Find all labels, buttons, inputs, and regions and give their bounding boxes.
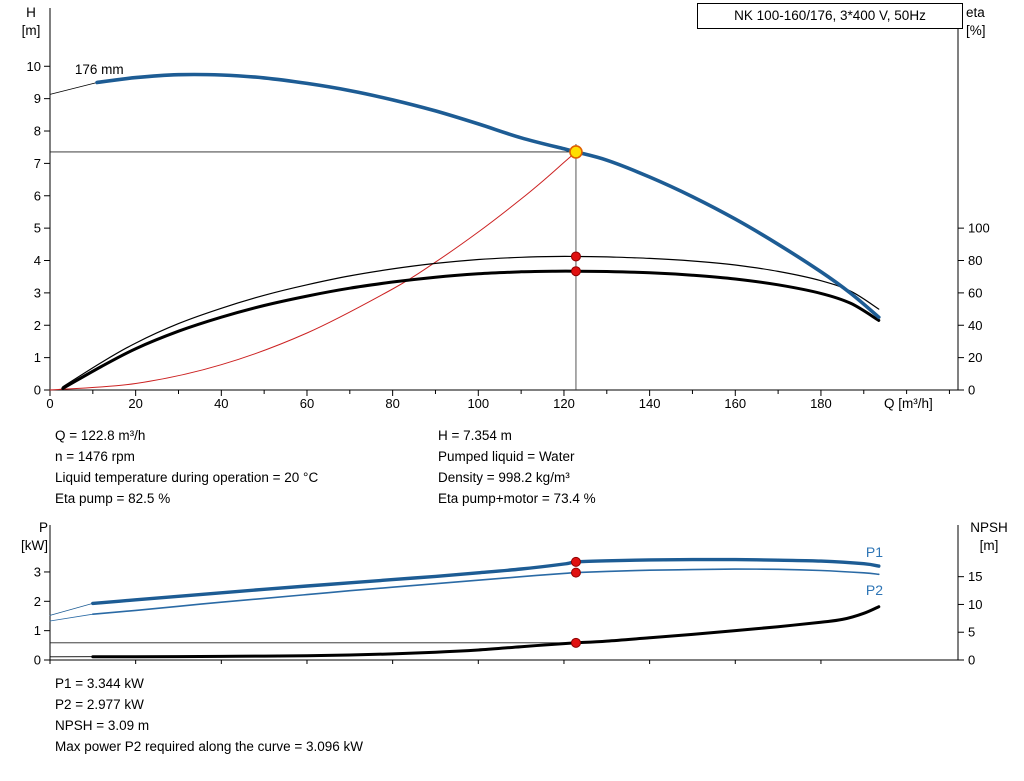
y-right-tick-label: 20 xyxy=(968,350,982,365)
eta-pump-point xyxy=(570,251,581,262)
duty-point xyxy=(569,145,583,159)
y-left-tick-label: 9 xyxy=(34,91,41,106)
eta-axis-title-line2: [%] xyxy=(966,23,986,38)
y-left-tick-label: 5 xyxy=(34,221,41,236)
chart-bottom: 0 1 2 3 0 5 10 15 P1 P2 xyxy=(34,525,982,668)
x-tick-label: 80 xyxy=(385,396,399,411)
annot-p1: P1 = 3.344 kW xyxy=(55,676,144,691)
x-tick-label: 120 xyxy=(553,396,575,411)
pump-curve-176mm xyxy=(95,72,881,319)
y-left-tick-label: 2 xyxy=(34,318,41,333)
p-axis-title-line1: P xyxy=(38,520,48,535)
annot-q: Q = 122.8 m³/h xyxy=(55,428,146,443)
y-left-tick-label: 3 xyxy=(34,285,41,300)
annotations-right-column: H = 7.354 m Pumped liquid = Water Densit… xyxy=(438,428,596,512)
annotations-bottom-column: P1 = 3.344 kW P2 = 2.977 kW NPSH = 3.09 … xyxy=(55,676,363,760)
annot-eta-pump: Eta pump = 82.5 % xyxy=(55,491,171,506)
h-axis-title-line1: H xyxy=(26,5,36,20)
p2-point xyxy=(570,567,581,578)
npsh-point xyxy=(570,637,581,648)
y-left-tick-label: 6 xyxy=(34,188,41,203)
y-left-tick-label: 4 xyxy=(34,253,41,268)
pump-curve-leader xyxy=(49,82,98,95)
annot-density: Density = 998.2 kg/m³ xyxy=(438,470,570,485)
pump-title-box: NK 100-160/176, 3*400 V, 50Hz xyxy=(697,3,963,29)
p2-label: P2 xyxy=(866,582,883,598)
x-tick-label: 0 xyxy=(46,396,53,411)
y-left-tick-label: 3 xyxy=(34,564,41,579)
y-left-tick-label: 1 xyxy=(34,350,41,365)
y-left-tick-label: 2 xyxy=(34,594,41,609)
eta-pump-motor-point xyxy=(570,266,581,277)
y-left-tick-label: 10 xyxy=(27,59,41,74)
annot-pumped-liquid: Pumped liquid = Water xyxy=(438,449,575,464)
eta-pump-curve xyxy=(62,255,880,388)
npsh-axis-title: NPSH [m] xyxy=(962,519,1016,555)
annot-head: H = 7.354 m xyxy=(438,428,512,443)
p-axis-title-line2: [kW] xyxy=(21,538,48,553)
y-right-tick-label: 60 xyxy=(968,285,982,300)
x-tick-label: 40 xyxy=(214,396,228,411)
annotations-left-column: Q = 122.8 m³/h n = 1476 rpm Liquid tempe… xyxy=(55,428,318,512)
y-right-tick-label: 80 xyxy=(968,253,982,268)
y-left-tick-label: 0 xyxy=(34,653,41,668)
annot-max-power: Max power P2 required along the curve = … xyxy=(55,739,364,754)
npsh-axis-title-line1: NPSH xyxy=(970,520,1008,535)
p2-leader xyxy=(49,613,94,622)
x-tick-label: 20 xyxy=(128,396,142,411)
npsh-curve xyxy=(91,605,881,659)
chart-top: 0 20 40 60 80 100 120 140 160 1800123456789100204… xyxy=(27,8,990,411)
x-tick-label: 160 xyxy=(724,396,746,411)
p-axis-title: P [kW] xyxy=(8,519,48,555)
system-curve xyxy=(49,151,577,391)
y-right-tick-label: 15 xyxy=(968,569,982,584)
annot-p2: P2 = 2.977 kW xyxy=(55,697,144,712)
x-tick-label: 180 xyxy=(810,396,832,411)
y-left-tick-label: 0 xyxy=(34,383,41,398)
annot-npsh: NPSH = 3.09 m xyxy=(55,718,150,733)
q-axis-unit-label: Q [m³/h] xyxy=(884,396,933,411)
p1-leader xyxy=(49,603,94,616)
p1-label: P1 xyxy=(866,544,883,560)
h-axis-title: H [m] xyxy=(14,4,48,40)
x-tick-label: 60 xyxy=(300,396,314,411)
p1-curve xyxy=(91,557,881,606)
h-axis-title-line2: [m] xyxy=(21,23,41,38)
eta-pump-motor-curve xyxy=(61,269,881,390)
p1-point xyxy=(570,556,581,567)
npsh-axis-title-line2: [m] xyxy=(979,538,999,553)
p2-curve xyxy=(92,568,880,615)
annot-speed: n = 1476 rpm xyxy=(55,449,135,464)
y-right-tick-label: 40 xyxy=(968,318,982,333)
x-tick-label: 100 xyxy=(467,396,489,411)
y-right-tick-label: 0 xyxy=(968,383,975,398)
eta-axis-title-line1: eta xyxy=(966,5,985,20)
y-left-tick-label: 8 xyxy=(34,124,41,139)
y-left-tick-label: 7 xyxy=(34,156,41,171)
x-tick-label: 140 xyxy=(639,396,661,411)
annot-eta-pump-motor: Eta pump+motor = 73.4 % xyxy=(438,491,596,506)
y-right-tick-label: 10 xyxy=(968,597,982,612)
annot-liquid-temp: Liquid temperature during operation = 20… xyxy=(55,470,319,485)
eta-axis-title: eta [%] xyxy=(966,4,1016,40)
y-right-tick-label: 5 xyxy=(968,625,975,640)
y-right-tick-label: 100 xyxy=(968,221,990,236)
y-right-tick-label: 0 xyxy=(968,653,975,668)
y-left-tick-label: 1 xyxy=(34,623,41,638)
impeller-size-label: 176 mm xyxy=(75,62,124,77)
